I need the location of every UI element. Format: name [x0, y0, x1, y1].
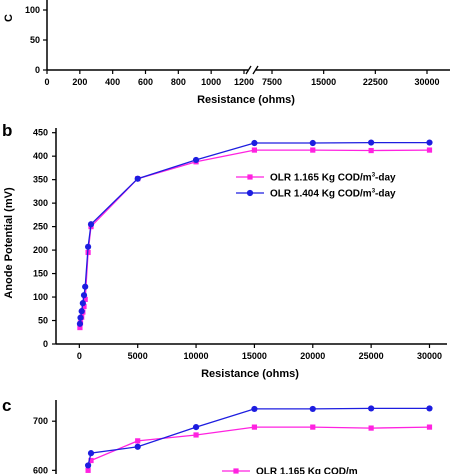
panel-a-xtick-left-label-6: 1200 — [234, 77, 254, 87]
panel-a-xtick-right-label-1: 15000 — [311, 77, 336, 87]
legend-marker-c0 — [233, 468, 239, 474]
panel-b-xtick-label-3: 15000 — [242, 351, 267, 361]
panel-c-label: c — [2, 396, 11, 415]
panel-b-series-1-point-8 — [134, 175, 141, 182]
panel-b-series-1-line — [79, 141, 430, 324]
panel-a-xtick-left-label-2: 400 — [105, 77, 120, 87]
panel-a-xtick-right-label-0: 7500 — [262, 77, 282, 87]
panel-c-series-1-point-4 — [251, 405, 258, 413]
panel-c-series-0-point-5 — [310, 424, 316, 430]
panel-b: b Anode Potential (mV) 0 50 100 150 200 250 30… — [2, 121, 447, 380]
panel-b-series-1-point-3 — [79, 300, 86, 307]
panel-a-ytick-label-1: 50 — [30, 35, 40, 45]
panel-b-xtick-label-6: 30000 — [417, 351, 442, 361]
panel-b-series-1-point-4 — [80, 292, 88, 299]
panel-a-ytick-label-2: 0 — [35, 65, 40, 75]
panel-c-ytick-label-1: 600 — [33, 465, 48, 474]
panel-a-ylabel-fragment: C — [3, 14, 15, 22]
panel-b-ytick-label-9: 450 — [33, 128, 48, 138]
panel-b-legend: OLR 1.165 Kg COD/m3-day OLR 1.404 Kg COD/… — [236, 173, 396, 200]
panel-c: c 700 600 OLR 1.165 Kg COD/m — [2, 396, 433, 474]
panel-b-xtick-label-0: 0 — [77, 351, 82, 361]
panel-c-series-1-point-1 — [87, 450, 95, 457]
panel-b-series-0-point-10 — [251, 147, 258, 153]
panel-c-series-1-point-0 — [84, 462, 92, 469]
panel-c-series-0-line — [87, 426, 430, 471]
panel-c-series-0-point-6 — [368, 425, 374, 431]
panel-b-series-0-point-11 — [310, 147, 316, 153]
panel-c-series-1-point-6 — [368, 405, 375, 412]
panel-a: C 100 50 0 0 200 400 600 800 1000 1200 7500 15000 2… — [3, 0, 450, 106]
panel-b-ytick-label-2: 100 — [33, 292, 48, 302]
panel-b-series-0-point-0 — [77, 324, 83, 331]
panel-b-series-0-point-5 — [82, 296, 88, 302]
panel-c-series-0-point-0 — [85, 467, 91, 473]
panel-b-series-1-point-7 — [87, 221, 95, 228]
panel-b-ylabel: Anode Potential (mV) — [3, 187, 15, 299]
panel-b-series-1-point-6 — [84, 243, 92, 250]
panel-b-series-1-point-11 — [309, 139, 316, 147]
panel-b-ytick-label-7: 350 — [33, 175, 48, 185]
panel-b-ytick-label-0: 0 — [43, 339, 48, 349]
panel-c-ytick-label-0: 700 — [33, 416, 48, 426]
panel-b-xtick-label-2: 10000 — [184, 351, 209, 361]
panel-b-xtick-label-4: 20000 — [300, 351, 325, 361]
panel-b-series-1-point-10 — [251, 139, 258, 147]
panel-c-series-1-point-5 — [309, 405, 316, 413]
panel-a-xtick-left-label-5: 1000 — [201, 77, 221, 87]
panel-c-series-1-line — [87, 407, 430, 466]
panel-a-xtick-right-label-2: 22500 — [363, 77, 388, 87]
panel-b-series-0-point-12 — [368, 147, 374, 154]
panel-b-xtick-label-5: 25000 — [359, 351, 384, 361]
panel-b-label: b — [2, 121, 12, 140]
panel-b-ytick-label-4: 200 — [33, 245, 48, 255]
panel-b-series-0-point-4 — [81, 303, 87, 310]
panel-b-ytick-label-8: 400 — [33, 151, 48, 161]
panel-b-series-1-point-13 — [426, 139, 433, 146]
panel-b-ytick-label-5: 250 — [33, 222, 48, 232]
axis-break-mark — [245, 65, 259, 75]
legend-label-1: OLR 1.404 Kg COD/m3-day — [270, 189, 396, 200]
panel-a-xtick-right-label-3: 30000 — [414, 77, 439, 87]
legend-label-0: OLR 1.165 Kg COD/m3-day — [270, 173, 396, 184]
panel-a-ytick-label-0: 100 — [25, 5, 40, 15]
panel-b-series-1-point-12 — [368, 139, 375, 146]
panel-b-series-1-point-2 — [78, 308, 85, 315]
panel-c-series-0-point-3 — [193, 432, 199, 438]
panel-c-series-1-point-3 — [192, 423, 200, 431]
panel-a-xtick-left-label-4: 800 — [171, 77, 186, 87]
panel-b-series-1-point-9 — [192, 156, 200, 164]
panel-c-series-0-point-7 — [426, 424, 433, 430]
panel-b-ytick-label-6: 300 — [33, 198, 48, 208]
panel-b-series-1-point-1 — [77, 314, 84, 321]
panel-c-legend: OLR 1.165 Kg COD/m — [222, 467, 358, 474]
legend-marker-0 — [247, 174, 253, 180]
panel-c-series-0-point-4 — [251, 424, 258, 430]
panel-a-xlabel: Resistance (ohms) — [197, 94, 295, 106]
panel-c-series-1-point-7 — [426, 405, 433, 412]
panel-c-series-1-point-2 — [134, 443, 141, 450]
panel-b-ytick-label-1: 50 — [38, 316, 48, 326]
panel-c-series-0-point-2 — [135, 438, 141, 444]
panel-b-ytick-label-3: 150 — [33, 269, 48, 279]
panel-b-xlabel: Resistance (ohms) — [201, 368, 299, 380]
panel-a-xtick-left-label-3: 600 — [138, 77, 153, 87]
panel-b-xtick-label-1: 5000 — [128, 351, 148, 361]
panel-a-xtick-left-label-0: 0 — [44, 77, 49, 87]
panel-a-xtick-left-label-1: 200 — [72, 77, 87, 87]
legend-label-c0: OLR 1.165 Kg COD/m — [256, 467, 358, 474]
legend-marker-1 — [246, 189, 254, 197]
panel-c-series-0-point-1 — [88, 457, 94, 464]
panel-b-series-1-point-0 — [76, 320, 84, 327]
panel-b-series-0-point-13 — [426, 147, 433, 153]
panel-b-series-1-point-5 — [82, 283, 89, 290]
